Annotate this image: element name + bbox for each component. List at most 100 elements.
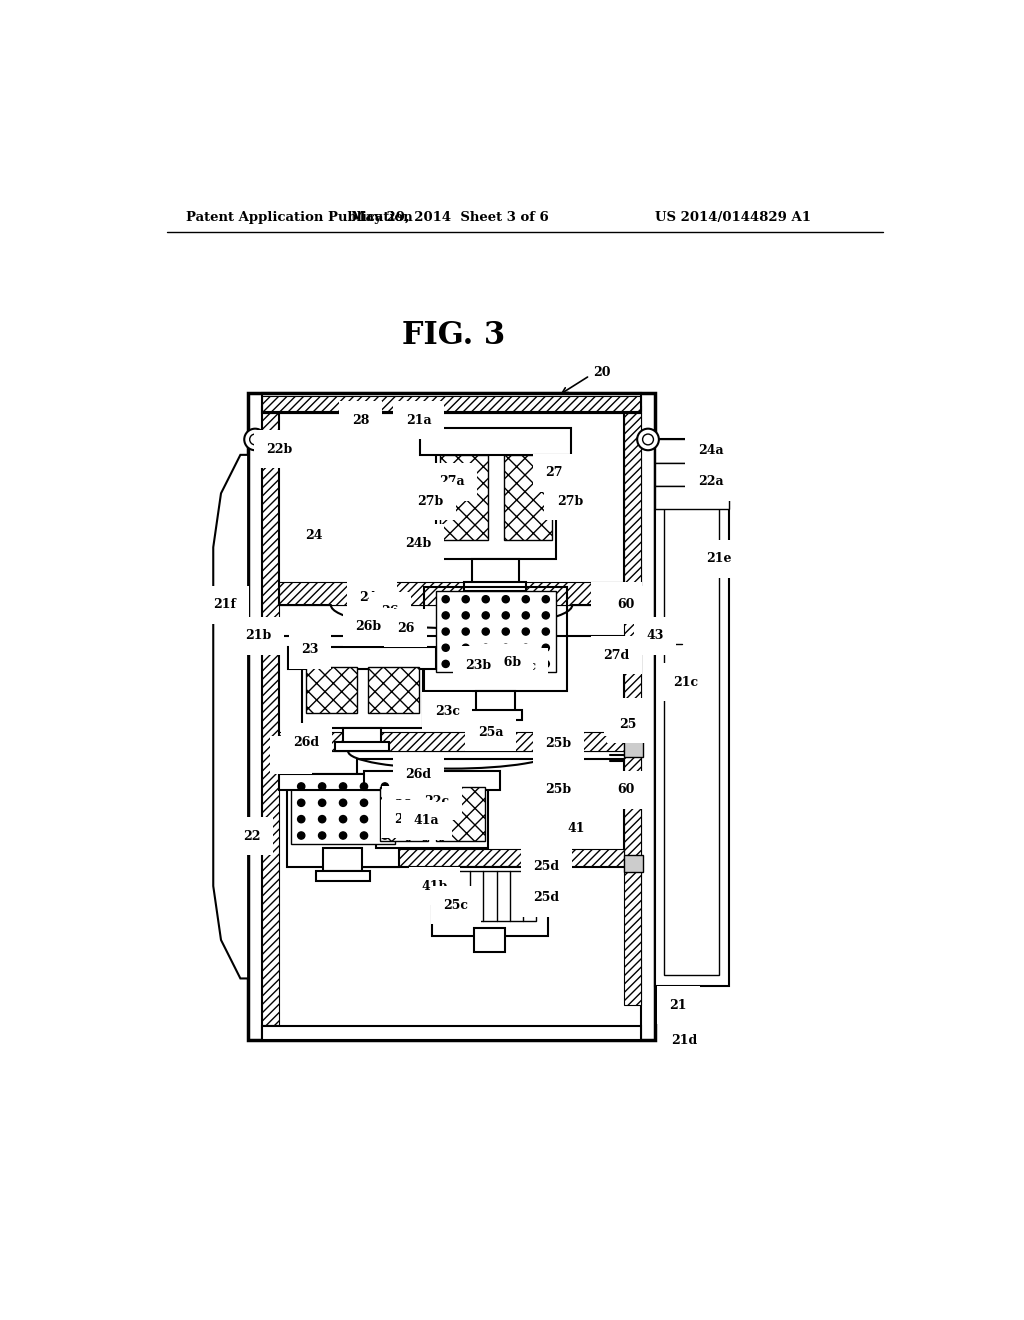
Circle shape: [442, 660, 450, 668]
Circle shape: [522, 612, 529, 619]
Text: 60: 60: [616, 598, 634, 611]
Circle shape: [339, 799, 347, 807]
Bar: [262, 1026, 641, 1040]
Bar: [291, 779, 395, 843]
Text: 43: 43: [646, 630, 664, 643]
Text: 26b: 26b: [495, 656, 521, 669]
Circle shape: [339, 783, 347, 791]
Text: 21f: 21f: [213, 598, 237, 611]
Bar: [289, 647, 436, 669]
Bar: [439, 455, 487, 540]
Bar: [624, 739, 643, 756]
Text: 22: 22: [244, 829, 261, 842]
Circle shape: [543, 628, 549, 635]
Bar: [335, 742, 389, 751]
Text: 21a: 21a: [406, 413, 431, 426]
Text: 25b: 25b: [545, 783, 571, 796]
Circle shape: [318, 816, 326, 822]
Circle shape: [482, 644, 489, 651]
Bar: [302, 659, 423, 729]
Circle shape: [298, 799, 305, 807]
Circle shape: [502, 628, 509, 635]
Circle shape: [502, 612, 509, 619]
Text: 22c: 22c: [424, 795, 449, 808]
Text: 26d: 26d: [406, 768, 432, 781]
Circle shape: [381, 816, 388, 822]
Bar: [287, 775, 399, 867]
Text: 26: 26: [381, 605, 398, 618]
Circle shape: [381, 799, 388, 807]
Circle shape: [522, 644, 529, 651]
Circle shape: [298, 832, 305, 840]
Text: 25d: 25d: [534, 861, 559, 874]
Circle shape: [502, 644, 509, 651]
Bar: [476, 692, 515, 714]
Bar: [624, 855, 643, 873]
Text: 24c: 24c: [359, 591, 385, 603]
Circle shape: [442, 612, 450, 619]
Bar: [306, 667, 356, 713]
Text: FIG. 3: FIG. 3: [401, 321, 505, 351]
Bar: [280, 636, 624, 751]
Text: 20: 20: [593, 366, 610, 379]
Bar: [262, 407, 641, 1040]
Bar: [315, 871, 370, 882]
Circle shape: [482, 660, 489, 668]
Bar: [472, 558, 518, 586]
Circle shape: [462, 595, 469, 603]
Text: 26d: 26d: [293, 735, 319, 748]
Text: 42: 42: [282, 748, 299, 762]
Circle shape: [522, 660, 529, 668]
Circle shape: [442, 595, 450, 603]
Circle shape: [381, 783, 388, 791]
Bar: [280, 582, 624, 605]
Text: 27d: 27d: [603, 594, 630, 607]
Circle shape: [462, 628, 469, 635]
Bar: [665, 451, 719, 974]
Bar: [624, 597, 643, 614]
Circle shape: [462, 660, 469, 668]
Text: 27b: 27b: [557, 495, 583, 508]
Bar: [369, 667, 419, 713]
Text: 41: 41: [567, 822, 585, 834]
Bar: [280, 775, 407, 789]
Circle shape: [442, 644, 450, 651]
Bar: [624, 412, 641, 1006]
Circle shape: [339, 832, 347, 840]
Text: 27: 27: [546, 466, 563, 479]
Text: 60: 60: [616, 783, 634, 796]
Text: 21d: 21d: [672, 1034, 697, 1047]
Text: 26c: 26c: [394, 799, 420, 812]
Text: 27a: 27a: [439, 475, 465, 488]
Text: 23a: 23a: [698, 459, 724, 473]
Circle shape: [360, 783, 368, 791]
Text: 24a: 24a: [698, 445, 724, 458]
Circle shape: [522, 628, 529, 635]
Text: 27d: 27d: [603, 648, 630, 661]
Bar: [420, 428, 571, 455]
Circle shape: [543, 595, 549, 603]
Text: 21e: 21e: [706, 552, 731, 565]
Bar: [376, 781, 488, 847]
Bar: [655, 440, 729, 462]
Bar: [356, 759, 624, 867]
Text: US 2014/0144829 A1: US 2014/0144829 A1: [655, 211, 811, 224]
Circle shape: [502, 595, 509, 603]
Circle shape: [637, 429, 658, 450]
Text: 24b: 24b: [406, 537, 432, 550]
Bar: [435, 591, 556, 672]
Circle shape: [360, 799, 368, 807]
Text: Patent Application Publication: Patent Application Publication: [186, 211, 413, 224]
Bar: [655, 486, 729, 508]
Circle shape: [318, 783, 326, 791]
Bar: [424, 587, 567, 692]
Text: 24: 24: [305, 529, 323, 543]
Text: 25b: 25b: [545, 737, 571, 750]
Text: 25c: 25c: [443, 899, 468, 912]
Text: 41a: 41a: [414, 814, 439, 828]
Circle shape: [339, 816, 347, 822]
Text: 22b: 22b: [266, 444, 292, 455]
Text: 23b: 23b: [465, 659, 492, 672]
Text: 21c: 21c: [674, 676, 698, 689]
Circle shape: [318, 832, 326, 840]
